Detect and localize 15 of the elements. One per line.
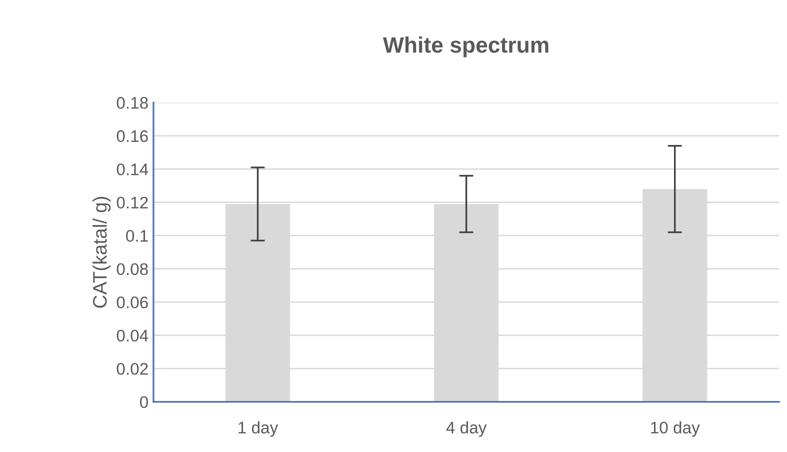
chart-title: White spectrum — [382, 36, 548, 58]
y-tick-label: 0.18 — [116, 97, 148, 109]
y-tick-label: 0.06 — [116, 296, 148, 308]
y-tick-label: 0.04 — [116, 330, 148, 342]
y-axis-title: CAT(katal/ g) — [92, 196, 111, 308]
y-tick-label: 0.14 — [116, 164, 148, 176]
y-tick-label: 0.12 — [116, 196, 148, 209]
x-tick-label: 1 day — [238, 421, 278, 437]
y-tick-label: 0.16 — [116, 130, 148, 142]
y-tick-label: 0 — [140, 396, 148, 408]
x-tick-label: 10 day — [651, 421, 700, 437]
y-tick-label: 0.02 — [116, 362, 148, 375]
y-tick-label: 0.1 — [126, 230, 148, 242]
y-tick-label: 0.08 — [116, 263, 148, 276]
x-tick-label: 4 day — [446, 421, 487, 437]
